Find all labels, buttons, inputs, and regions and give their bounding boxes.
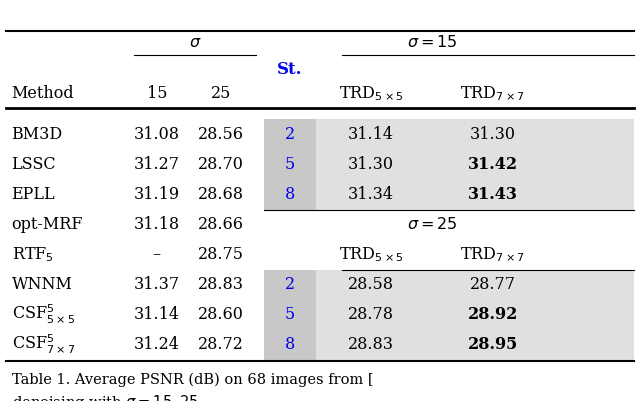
- Text: 31.30: 31.30: [470, 126, 516, 143]
- Text: 28.58: 28.58: [348, 276, 394, 293]
- Bar: [264, 119, 316, 149]
- Text: 28.75: 28.75: [198, 246, 244, 263]
- Bar: [316, 150, 634, 180]
- Bar: [264, 330, 316, 360]
- Text: TRD$_{5\times5}$: TRD$_{5\times5}$: [339, 245, 403, 264]
- Text: 2: 2: [285, 276, 295, 293]
- Text: 31.08: 31.08: [134, 126, 180, 143]
- Text: CSF$^5_{7\times7}$: CSF$^5_{7\times7}$: [12, 333, 75, 356]
- Text: 31.34: 31.34: [348, 186, 394, 203]
- Text: CSF$^5_{5\times5}$: CSF$^5_{5\times5}$: [12, 303, 75, 326]
- Text: 31.30: 31.30: [348, 156, 394, 173]
- Text: 31.24: 31.24: [134, 336, 180, 353]
- Text: RTF$_5$: RTF$_5$: [12, 245, 54, 264]
- Text: 8: 8: [285, 336, 295, 353]
- Text: EPLL: EPLL: [12, 186, 55, 203]
- Text: 28.92: 28.92: [468, 306, 518, 323]
- Text: 28.72: 28.72: [198, 336, 244, 353]
- Text: Table 1. Average PSNR (dB) on 68 images from [: Table 1. Average PSNR (dB) on 68 images …: [12, 372, 373, 387]
- Text: TRD$_{5\times5}$: TRD$_{5\times5}$: [339, 84, 403, 103]
- Text: 31.14: 31.14: [348, 126, 394, 143]
- Bar: [316, 300, 634, 330]
- Bar: [316, 119, 634, 149]
- Bar: [264, 300, 316, 330]
- Bar: [316, 270, 634, 300]
- Text: –: –: [153, 246, 161, 263]
- Text: 28.83: 28.83: [348, 336, 394, 353]
- Text: 28.56: 28.56: [198, 126, 244, 143]
- Bar: [316, 330, 634, 360]
- Text: 31.43: 31.43: [468, 186, 518, 203]
- Text: 31.14: 31.14: [134, 306, 180, 323]
- Text: 25: 25: [211, 85, 231, 102]
- Text: 31.19: 31.19: [134, 186, 180, 203]
- Text: denoising with $\sigma = 15, 25$.: denoising with $\sigma = 15, 25$.: [12, 393, 202, 401]
- Text: 28.60: 28.60: [198, 306, 244, 323]
- Text: TRD$_{7\times7}$: TRD$_{7\times7}$: [460, 84, 525, 103]
- Text: 31.37: 31.37: [134, 276, 180, 293]
- Text: 28.95: 28.95: [468, 336, 518, 353]
- Text: $\sigma = 15$: $\sigma = 15$: [406, 34, 458, 51]
- Bar: [264, 150, 316, 180]
- Text: 5: 5: [285, 156, 295, 173]
- Text: LSSC: LSSC: [12, 156, 56, 173]
- Text: 15: 15: [147, 85, 167, 102]
- Text: TRD$_{7\times7}$: TRD$_{7\times7}$: [460, 245, 525, 264]
- Text: 28.66: 28.66: [198, 216, 244, 233]
- Text: 28.68: 28.68: [198, 186, 244, 203]
- Text: $\sigma$: $\sigma$: [189, 34, 202, 51]
- Text: 28.77: 28.77: [470, 276, 516, 293]
- Text: 28.78: 28.78: [348, 306, 394, 323]
- Text: 5: 5: [285, 306, 295, 323]
- Text: opt-MRF: opt-MRF: [12, 216, 83, 233]
- Text: 31.18: 31.18: [134, 216, 180, 233]
- Text: Method: Method: [12, 85, 74, 102]
- Text: 28.70: 28.70: [198, 156, 244, 173]
- Text: St.: St.: [277, 61, 303, 78]
- Text: 31.42: 31.42: [468, 156, 518, 173]
- Text: 2: 2: [285, 126, 295, 143]
- Bar: [264, 180, 316, 209]
- Bar: [264, 270, 316, 300]
- Text: $\sigma = 25$: $\sigma = 25$: [406, 216, 458, 233]
- Bar: [316, 180, 634, 209]
- Text: 28.83: 28.83: [198, 276, 244, 293]
- Text: WNNM: WNNM: [12, 276, 72, 293]
- Text: 8: 8: [285, 186, 295, 203]
- Text: 31.27: 31.27: [134, 156, 180, 173]
- Text: BM3D: BM3D: [12, 126, 63, 143]
